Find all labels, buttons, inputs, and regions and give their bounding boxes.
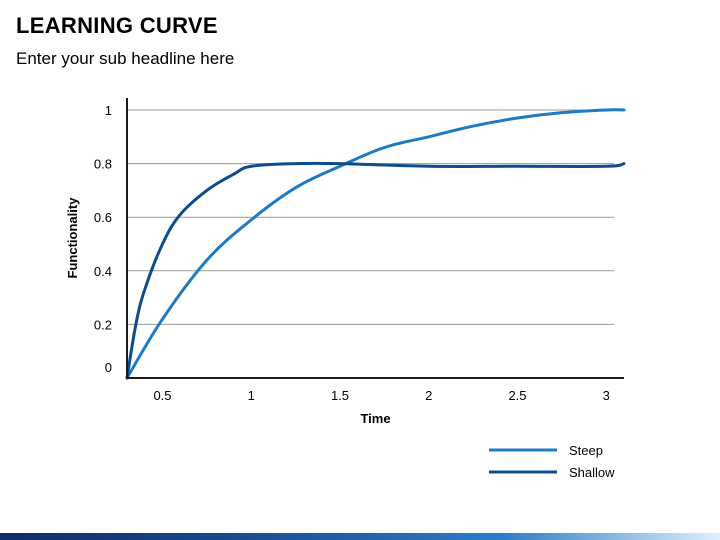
legend-label-steep: Steep (569, 443, 603, 458)
x-tick-label: 2.5 (508, 388, 526, 403)
y-tick-label: 0.4 (94, 264, 112, 279)
series-lines (125, 108, 626, 380)
footer-gradient-bar (0, 533, 720, 540)
slide-subtitle: Enter your sub headline here (16, 49, 235, 68)
series-line-shallow (125, 161, 626, 380)
x-tick-label: 0.5 (153, 388, 171, 403)
x-tick-label: 1.5 (331, 388, 349, 403)
x-tick-label: 3 (603, 388, 610, 403)
series-line-steep (125, 108, 626, 380)
slide-title: LEARNING CURVE (16, 13, 218, 38)
y-tick-label: 0.6 (94, 210, 112, 225)
y-tick-label: 1 (105, 103, 112, 118)
x-tick-label: 2 (425, 388, 432, 403)
tick-labels: 0 0.2 0.4 0.6 0.8 1 0.5 1 1.5 2 2.5 3 (94, 103, 610, 403)
x-tick-label: 1 (248, 388, 255, 403)
x-axis-title: Time (360, 411, 390, 426)
y-tick-label: 0.2 (94, 317, 112, 332)
legend: Steep Shallow (489, 443, 615, 480)
y-tick-label: 0 (105, 360, 112, 375)
y-axis-title: Functionality (65, 197, 80, 279)
y-tick-label: 0.8 (94, 157, 112, 172)
legend-label-shallow: Shallow (569, 465, 615, 480)
axes (126, 98, 624, 379)
grid-lines (127, 109, 614, 325)
